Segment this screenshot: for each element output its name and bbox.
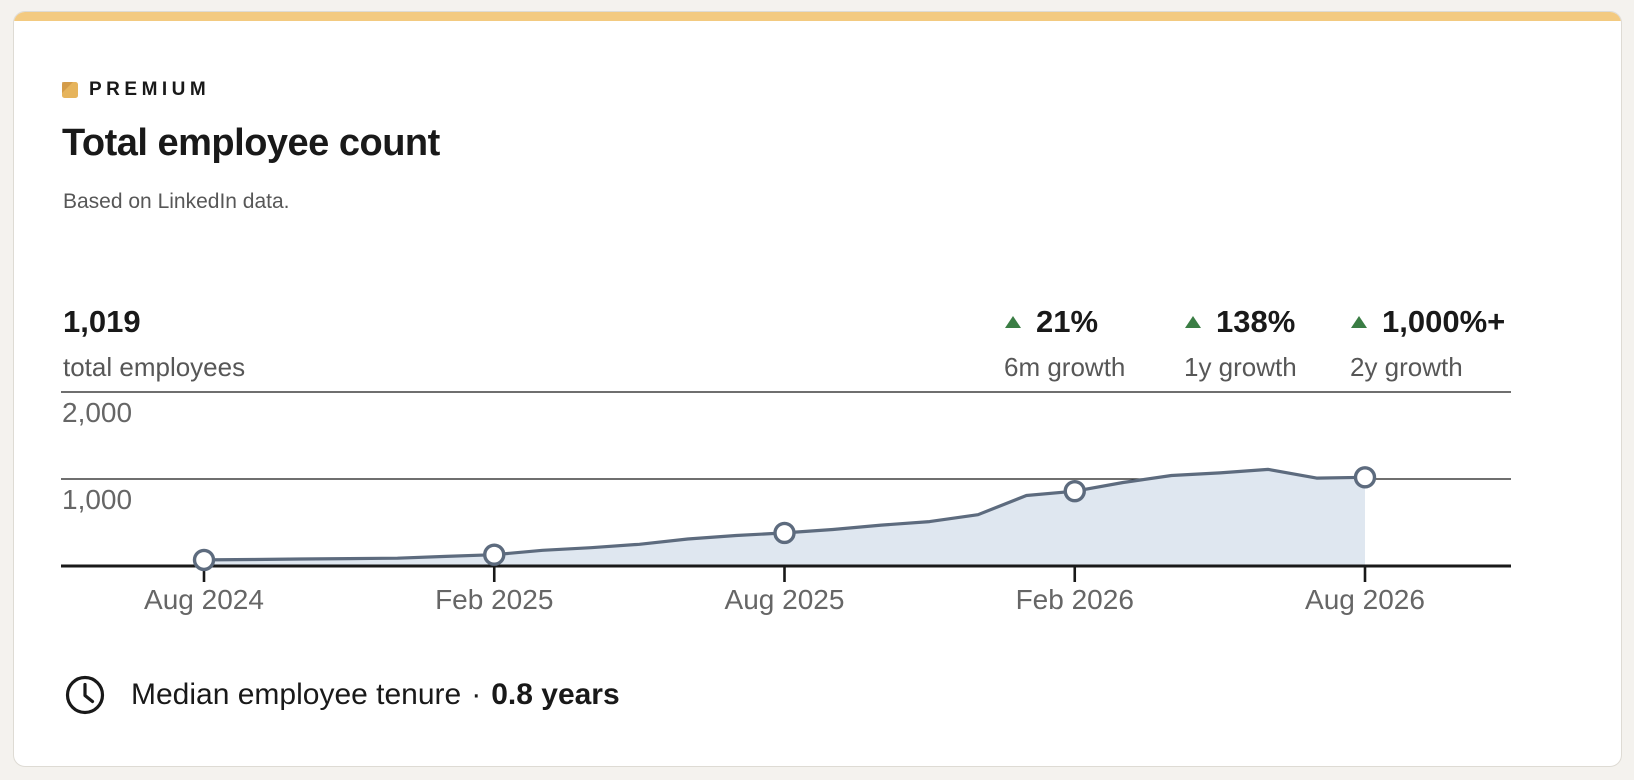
x-tick-label: Aug 2025 [725,584,845,615]
tenure-label: Median employee tenure [131,678,462,711]
card-subtitle: Based on LinkedIn data. [63,190,290,213]
triangle-up-icon [1351,316,1367,328]
data-point [483,543,506,566]
premium-top-bar [14,12,1621,21]
tenure-value: 0.8 years [491,678,620,711]
premium-label: PREMIUM [89,79,211,100]
growth-value: 1,000%+ [1382,304,1506,339]
triangle-up-icon [1005,316,1021,328]
clock-icon [65,675,105,715]
employee-count-chart: 1,000 2,000 Aug 2024 Feb 2025 Aug 2025 Feb 20… [61,391,1511,615]
growth-value: 138% [1216,304,1296,339]
total-employees-label: total employees [63,352,246,382]
premium-badge: PREMIUM [62,79,211,100]
y-tick-label: 2,000 [62,397,132,428]
growth-label: 6m growth [1004,352,1126,382]
data-point [192,548,216,572]
x-tick-label: Feb 2026 [1016,584,1134,615]
growth-2y: 1,000%+ 2y growth [1350,304,1505,383]
x-tick-label: Feb 2025 [435,584,553,615]
growth-label: 1y growth [1184,352,1297,382]
data-point [773,521,796,545]
data-point [1063,479,1086,503]
growth-6m: 21% 6m growth [1004,304,1125,383]
premium-icon [62,82,78,98]
series-area [204,469,1365,566]
growth-1y: 138% 1y growth [1184,304,1297,383]
tenure-separator: · [471,678,482,711]
triangle-up-icon [1185,316,1201,328]
total-employees-value: 1,019 [63,304,141,339]
median-tenure: Median employee tenure · 0.8 years [64,674,620,716]
growth-label: 2y growth [1350,352,1463,382]
growth-value: 21% [1036,304,1099,339]
employee-count-card: PREMIUM Total employee count Based on Li… [13,11,1622,767]
card-title: Total employee count [62,122,440,164]
data-point [1353,466,1377,489]
y-tick-label: 1,000 [62,484,132,515]
x-tick-label: Aug 2024 [144,584,264,615]
x-tick-label: Aug 2026 [1305,584,1425,615]
